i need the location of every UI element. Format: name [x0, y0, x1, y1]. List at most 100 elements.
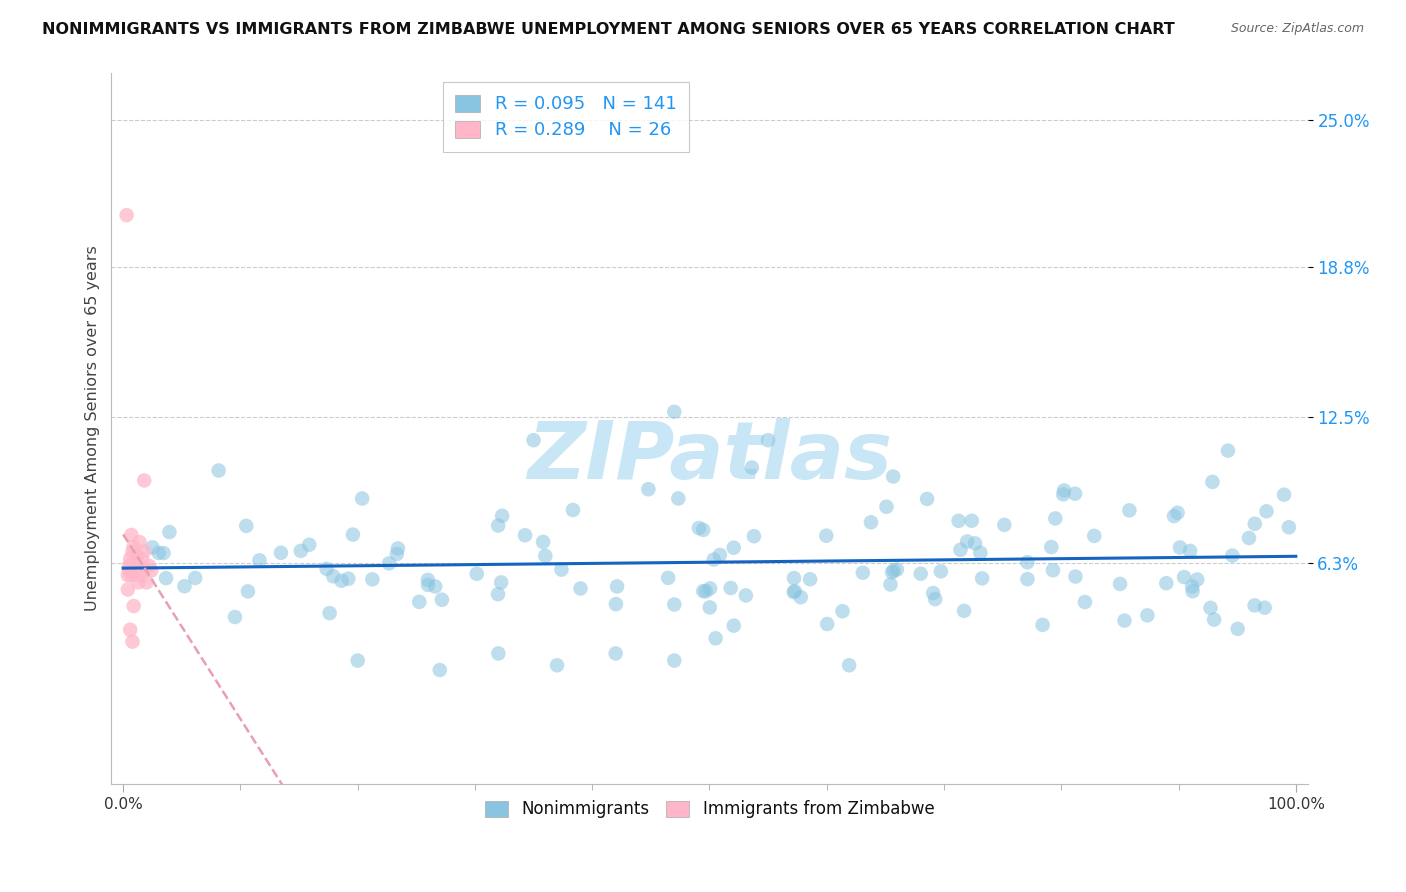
Point — [173, 579, 195, 593]
Point — [342, 527, 364, 541]
Point — [486, 518, 509, 533]
Point — [387, 541, 409, 556]
Point — [322, 569, 344, 583]
Point — [337, 572, 360, 586]
Point — [127, 549, 149, 564]
Point — [550, 563, 572, 577]
Point — [948, 514, 970, 528]
Point — [993, 517, 1015, 532]
Point — [127, 575, 149, 590]
Point — [249, 553, 271, 567]
Point — [117, 582, 139, 597]
Point — [546, 658, 568, 673]
Point — [1178, 544, 1201, 558]
Point — [815, 617, 838, 632]
Point — [922, 586, 945, 600]
Point — [838, 658, 860, 673]
Point — [128, 535, 150, 549]
Point — [960, 514, 983, 528]
Point — [141, 564, 163, 578]
Point — [692, 523, 714, 537]
Point — [1181, 580, 1204, 594]
Point — [425, 579, 447, 593]
Point — [1222, 549, 1244, 563]
Point — [605, 597, 627, 611]
Point — [605, 647, 627, 661]
Point — [569, 582, 592, 596]
Point — [666, 491, 689, 506]
Point — [1052, 487, 1074, 501]
Point — [1163, 509, 1185, 524]
Point — [352, 491, 374, 506]
Point — [956, 534, 979, 549]
Point — [875, 500, 897, 514]
Point — [1204, 613, 1226, 627]
Point — [882, 469, 904, 483]
Point — [783, 571, 806, 585]
Point — [883, 563, 905, 577]
Point — [1083, 529, 1105, 543]
Point — [1042, 563, 1064, 577]
Point — [879, 577, 901, 591]
Point — [138, 558, 160, 573]
Point — [606, 579, 628, 593]
Point — [756, 434, 779, 448]
Point — [664, 654, 686, 668]
Point — [1074, 595, 1097, 609]
Point — [880, 566, 903, 580]
Point — [118, 558, 141, 573]
Point — [699, 582, 721, 596]
Point — [120, 623, 142, 637]
Point — [1118, 503, 1140, 517]
Point — [122, 540, 145, 554]
Point — [141, 541, 163, 555]
Point — [1272, 488, 1295, 502]
Point — [886, 562, 908, 576]
Point — [1114, 614, 1136, 628]
Point — [1254, 600, 1277, 615]
Point — [831, 604, 853, 618]
Point — [723, 541, 745, 555]
Point — [692, 584, 714, 599]
Point — [790, 590, 813, 604]
Point — [915, 491, 938, 506]
Point — [152, 546, 174, 560]
Point — [664, 405, 686, 419]
Point — [378, 557, 401, 571]
Point — [491, 508, 513, 523]
Point — [408, 595, 430, 609]
Point — [224, 610, 246, 624]
Point — [562, 503, 585, 517]
Point — [155, 571, 177, 585]
Point — [695, 584, 717, 599]
Point — [429, 663, 451, 677]
Point — [430, 592, 453, 607]
Legend: Nonimmigrants, Immigrants from Zimbabwe: Nonimmigrants, Immigrants from Zimbabwe — [478, 794, 941, 825]
Point — [134, 474, 156, 488]
Point — [121, 544, 143, 558]
Point — [704, 632, 727, 646]
Point — [236, 584, 259, 599]
Point — [1064, 486, 1087, 500]
Point — [118, 564, 141, 578]
Point — [318, 606, 340, 620]
Point — [1136, 608, 1159, 623]
Point — [1064, 569, 1087, 583]
Point — [699, 600, 721, 615]
Point — [134, 544, 156, 558]
Point — [416, 578, 439, 592]
Text: NONIMMIGRANTS VS IMMIGRANTS FROM ZIMBABWE UNEMPLOYMENT AMONG SENIORS OVER 65 YEA: NONIMMIGRANTS VS IMMIGRANTS FROM ZIMBABW… — [42, 22, 1175, 37]
Text: Source: ZipAtlas.com: Source: ZipAtlas.com — [1230, 22, 1364, 36]
Point — [120, 551, 142, 566]
Point — [799, 572, 821, 586]
Point — [734, 589, 756, 603]
Point — [688, 521, 710, 535]
Point — [664, 598, 686, 612]
Point — [523, 434, 546, 448]
Point — [783, 585, 806, 599]
Point — [120, 528, 142, 542]
Point — [298, 538, 321, 552]
Point — [148, 546, 170, 560]
Point — [208, 463, 231, 477]
Point — [270, 546, 292, 560]
